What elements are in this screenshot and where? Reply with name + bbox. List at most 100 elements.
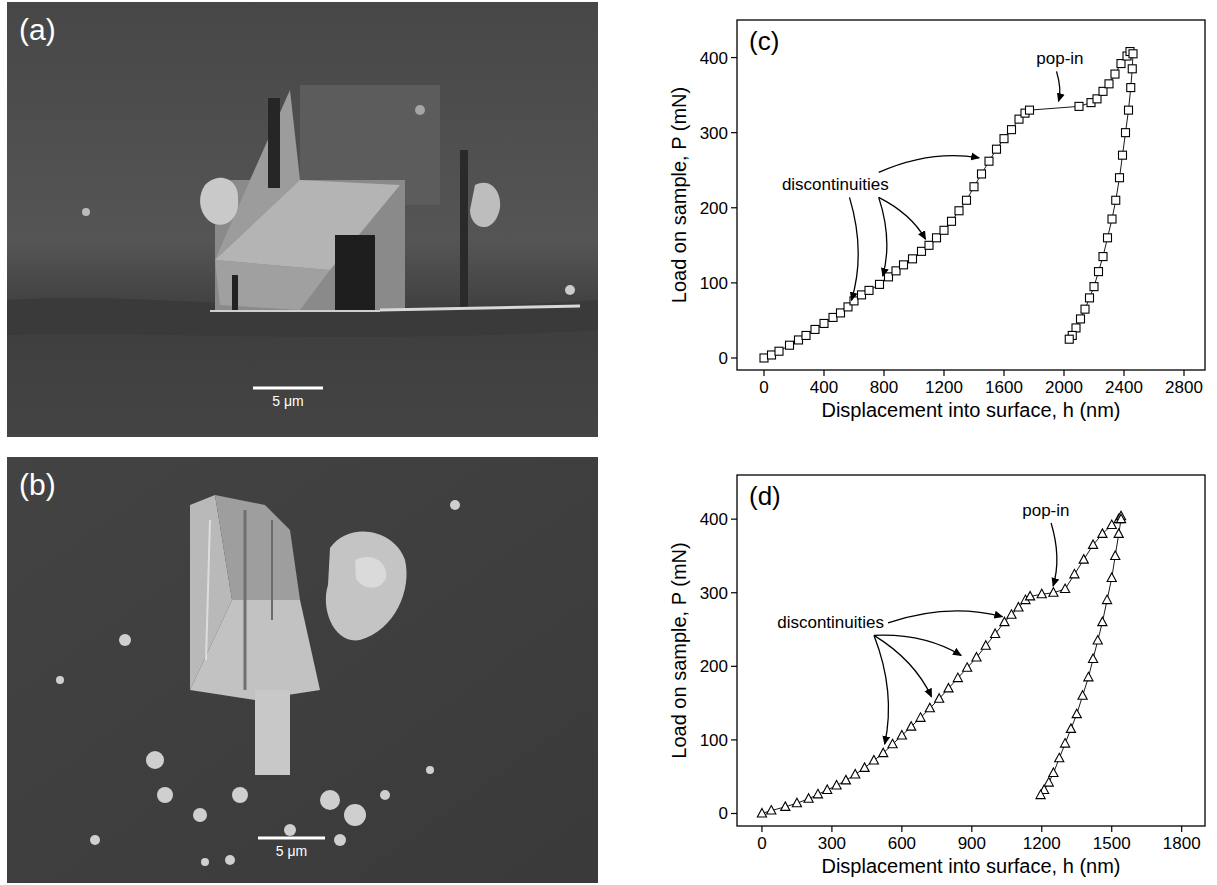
data-point [837, 309, 845, 317]
data-point [1129, 50, 1137, 58]
x-tick [971, 826, 972, 832]
data-point [1125, 106, 1133, 114]
chart: 0400800120016002000240028000100200300400… [668, 20, 1205, 421]
y-tick [731, 519, 737, 520]
data-point [1116, 514, 1125, 523]
series-line [762, 516, 1121, 813]
data-point [970, 183, 978, 191]
data-point [925, 703, 934, 712]
data-point [1111, 551, 1120, 560]
plot-frame [737, 20, 1205, 370]
data-point [1077, 315, 1085, 323]
x-axis-title: Displacement into surface, h (nm) [821, 855, 1120, 877]
data-point [1078, 691, 1087, 700]
sem-particle [320, 790, 340, 810]
annotation-arrow [874, 635, 932, 696]
data-point [869, 756, 878, 765]
y-tick [731, 592, 737, 593]
plot-frame [737, 475, 1205, 826]
sem-particle [201, 858, 209, 866]
sem-feature [326, 531, 407, 640]
scale-bar-label: 5 μm [272, 393, 303, 409]
data-point [1102, 595, 1111, 604]
sem-particle [450, 500, 460, 510]
panel-label: (d) [749, 481, 781, 511]
data-point [888, 739, 897, 748]
data-point [813, 789, 822, 798]
data-point [918, 247, 926, 255]
data-point [1070, 569, 1079, 578]
data-point [1036, 790, 1045, 799]
sem-background [7, 457, 598, 883]
data-point [823, 785, 832, 794]
data-point [1105, 80, 1113, 88]
data-point [804, 794, 813, 803]
data-point [1093, 95, 1101, 103]
x-tick-label: 900 [958, 834, 986, 853]
data-point [1072, 324, 1080, 332]
data-point [925, 241, 933, 249]
annotation-arrow [1057, 71, 1060, 101]
data-point [1095, 268, 1103, 276]
scale-bar [258, 837, 325, 840]
data-point [1098, 529, 1107, 538]
data-point [963, 663, 972, 672]
data-point [1127, 84, 1135, 92]
y-tick-label: 400 [700, 49, 728, 68]
annotation-arrow [888, 611, 1002, 623]
data-point [916, 713, 925, 722]
y-tick-label: 300 [700, 584, 728, 603]
x-tick [1041, 826, 1042, 832]
y-tick [731, 282, 737, 283]
sem-feature [244, 510, 247, 690]
data-point [1114, 529, 1123, 538]
data-point [851, 769, 860, 778]
data-point [1060, 739, 1069, 748]
annotation-arrow [874, 635, 888, 744]
y-tick [731, 813, 737, 814]
data-point [1066, 724, 1075, 733]
annotation-arrow [850, 197, 859, 300]
data-point [768, 351, 776, 359]
data-point [900, 261, 908, 269]
annotation-text: pop-in [1022, 501, 1069, 520]
data-point [953, 673, 962, 682]
x-tick [763, 370, 764, 376]
sem-feature [82, 208, 90, 216]
sem-feature [206, 520, 210, 660]
figure: (a)5 μm(b)5 μm04008001200160020002400280… [0, 0, 1217, 885]
data-point [1117, 60, 1125, 68]
data-point [1111, 70, 1119, 78]
sem-particle [344, 804, 366, 826]
data-point [1049, 588, 1058, 597]
series-line [764, 52, 1130, 358]
series-line [1041, 519, 1121, 795]
data-point [781, 802, 790, 811]
sem-feature [565, 285, 575, 295]
data-point [933, 234, 941, 242]
sem-feature [335, 235, 375, 310]
data-point [1119, 151, 1127, 159]
data-point [1079, 555, 1088, 564]
sem-feature [460, 150, 468, 310]
sem-particle [380, 790, 390, 800]
annotation-text: discontinuities [782, 175, 889, 194]
data-point [885, 273, 893, 281]
data-area [760, 48, 1137, 362]
data-point [1060, 584, 1069, 593]
y-tick [731, 357, 737, 358]
sem-feature [415, 105, 425, 115]
data-point [786, 341, 794, 349]
x-tick [1063, 370, 1064, 376]
data-point [892, 267, 900, 275]
data-point [757, 808, 766, 817]
x-tick [761, 826, 762, 832]
sem-particle [232, 787, 248, 803]
data-point [907, 722, 916, 731]
annotation-text: pop-in [1036, 49, 1083, 68]
y-tick-label: 200 [700, 657, 728, 676]
x-tick-label: 1200 [1023, 834, 1061, 853]
data-point [858, 291, 866, 299]
sem-feature [255, 690, 290, 775]
sem-particle [157, 787, 173, 803]
